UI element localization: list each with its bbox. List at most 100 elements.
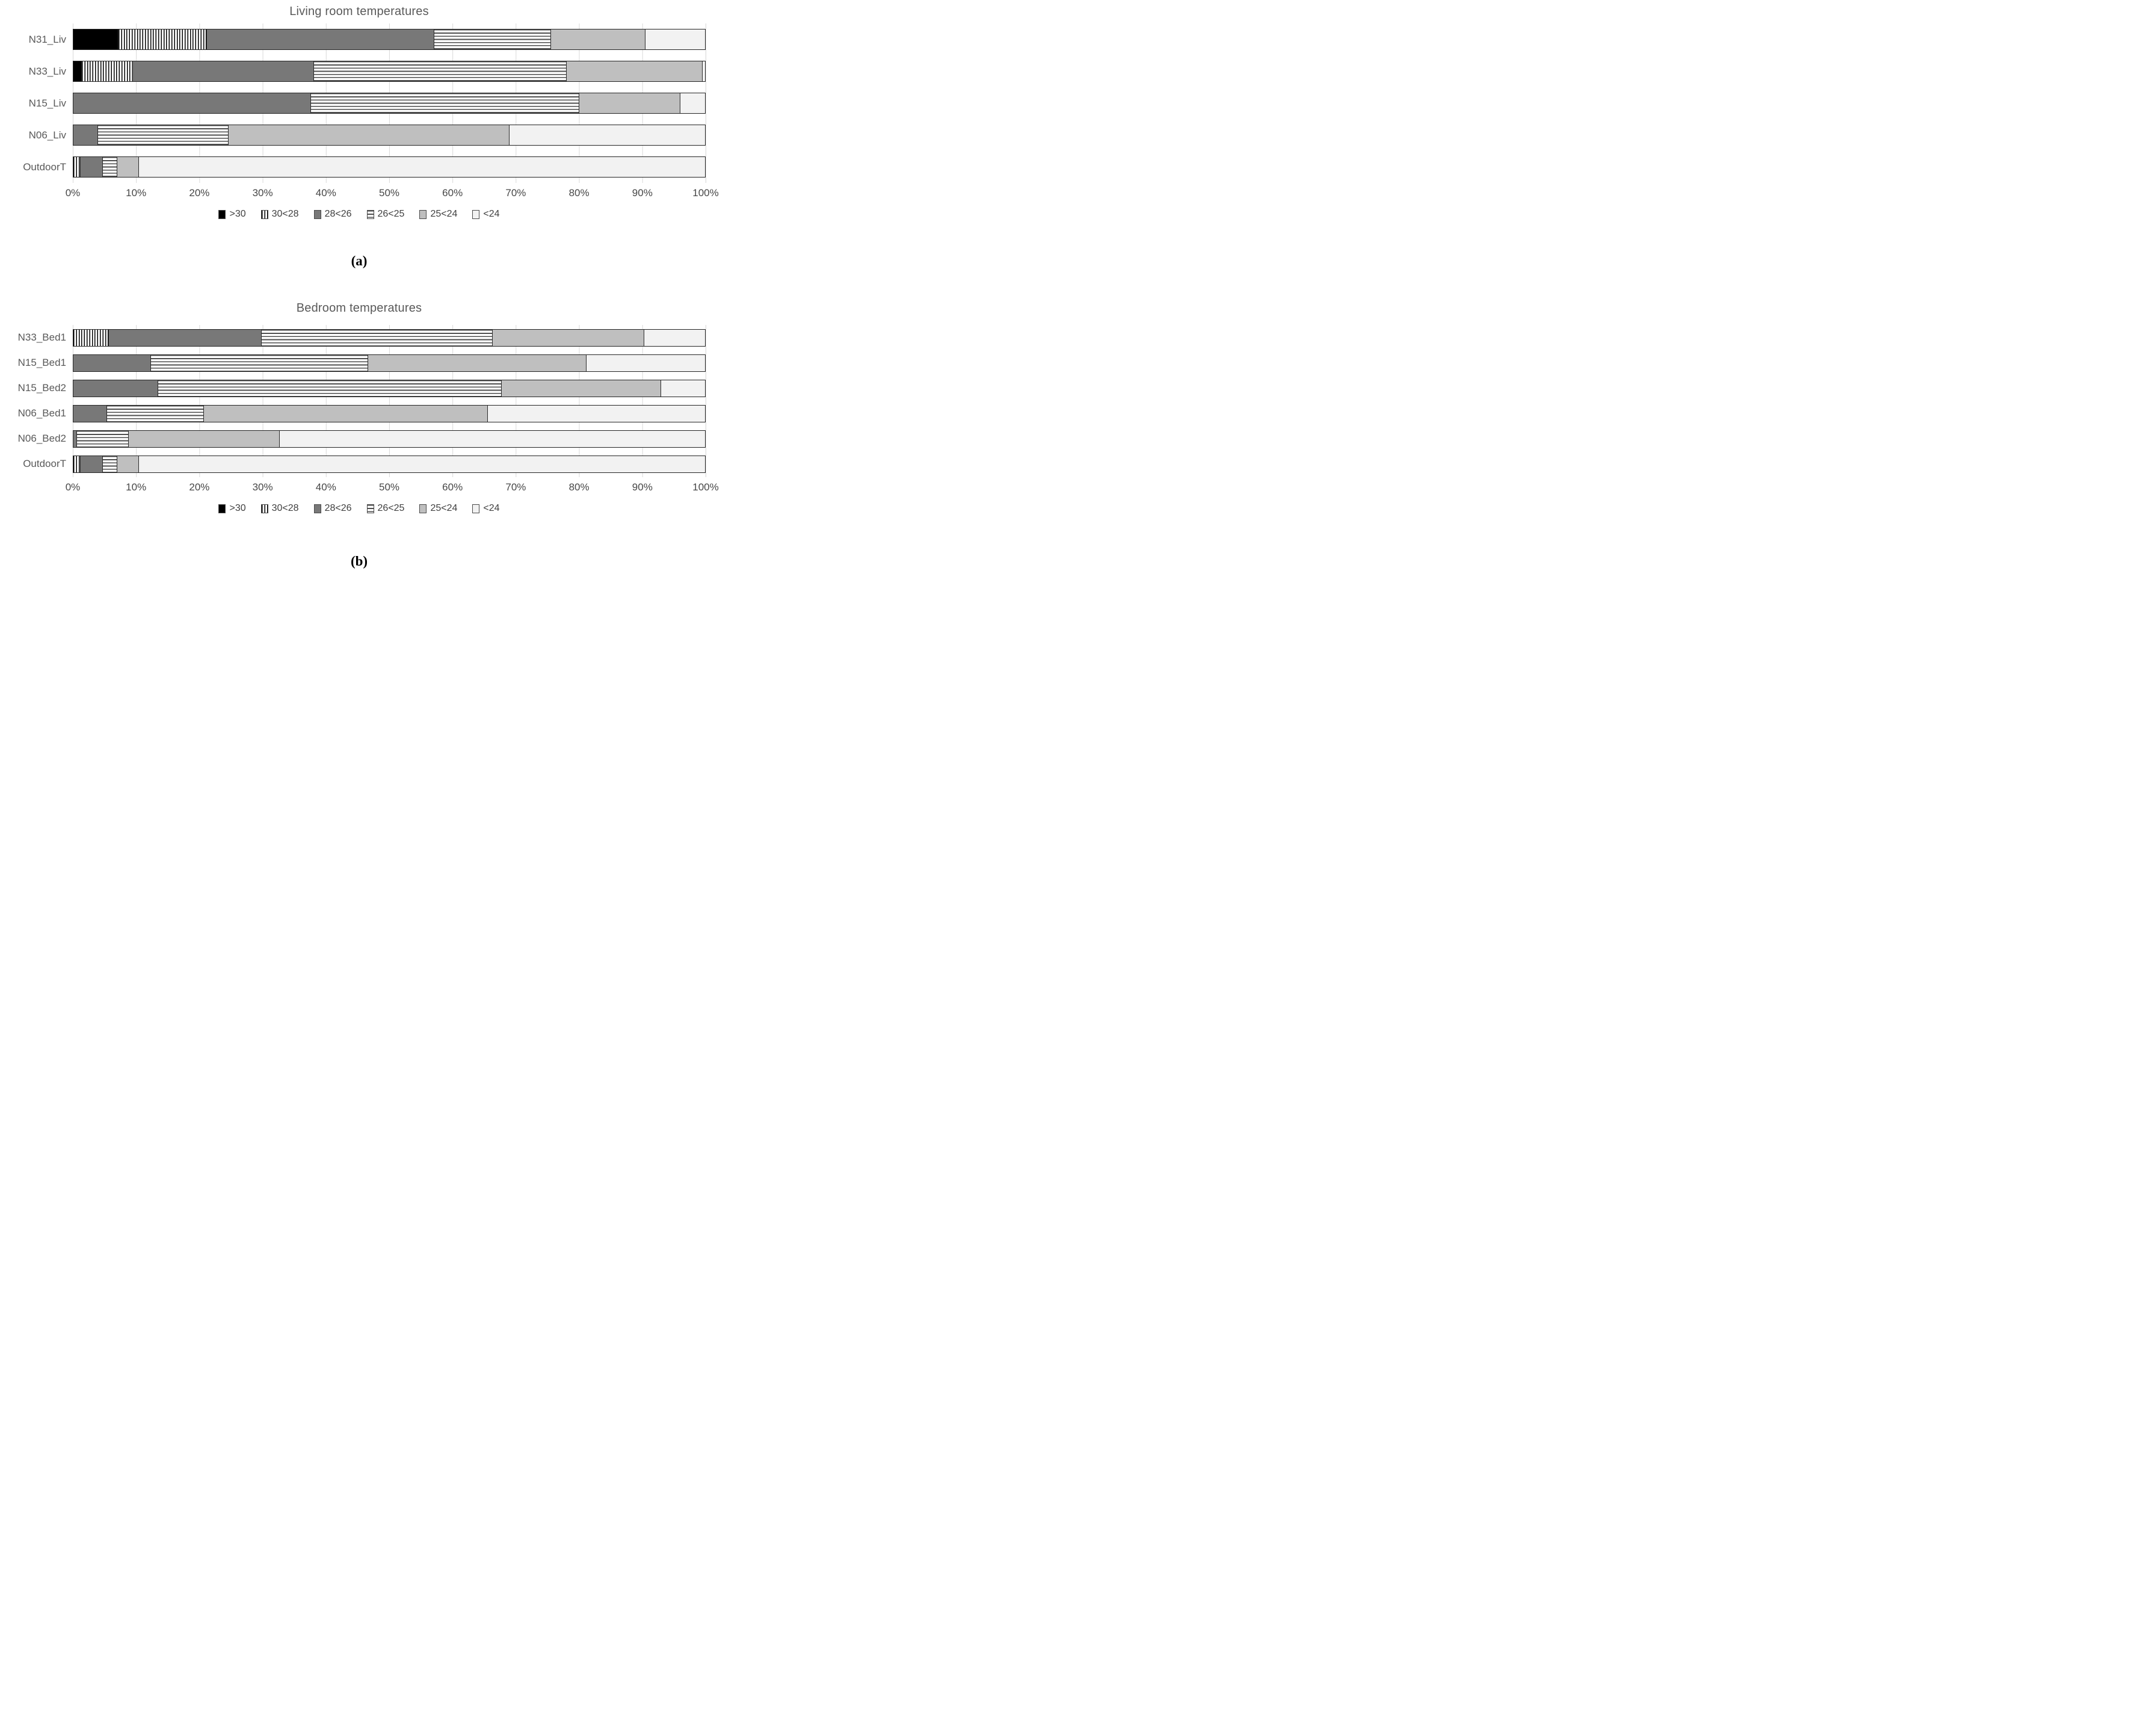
legend-label: 30<28 xyxy=(271,209,299,219)
legend-item: 26<25 xyxy=(366,503,404,514)
legend-item: 30<28 xyxy=(260,209,299,220)
bar-segment xyxy=(73,157,80,177)
tick-label: 20% xyxy=(189,187,210,199)
solid-black-swatch-icon xyxy=(218,209,226,219)
bar-segment xyxy=(150,354,368,371)
bar-segment xyxy=(117,456,139,472)
dark-gray-swatch-icon xyxy=(313,209,321,219)
bar-segment xyxy=(102,157,117,177)
tick-label: 20% xyxy=(189,481,210,493)
legend-label: 25<24 xyxy=(430,209,458,219)
bar-segment xyxy=(76,430,129,447)
stacked-bar xyxy=(73,29,706,50)
bar-segment xyxy=(73,29,118,49)
bar-segment xyxy=(565,61,702,81)
stacked-bar xyxy=(73,329,706,347)
tick-label: 70% xyxy=(505,187,526,199)
bar-row xyxy=(73,55,706,87)
tick-label: 40% xyxy=(315,187,336,199)
horizontal-stripes-swatch-icon xyxy=(366,209,374,219)
bar-segment xyxy=(585,354,705,371)
legend-item: 25<24 xyxy=(419,209,457,220)
plot-grid: N33_Bed1 N15_Bed1 N15_Bed2 N06_Bed1 N06_Bed2… xyxy=(0,325,718,477)
row-label: OutdoorT xyxy=(23,161,66,173)
legend: >30 30<28 28<26 26<25 25<24 <24 xyxy=(0,503,718,514)
bar-row xyxy=(73,426,706,451)
category-axis: N31_Liv N33_Liv N15_Liv N06_Liv OutdoorT xyxy=(0,23,73,183)
tick-label: 60% xyxy=(442,187,463,199)
plot-area xyxy=(73,23,706,183)
bar-segment xyxy=(73,405,106,422)
legend-label: <24 xyxy=(483,209,500,219)
bar-row xyxy=(73,23,706,55)
stacked-bar xyxy=(73,156,706,178)
bar-segment xyxy=(680,93,705,113)
tick-label: 100% xyxy=(692,187,719,199)
light-gray-swatch-icon xyxy=(472,504,480,513)
bar-segment xyxy=(132,61,313,81)
bar-segment xyxy=(157,380,501,397)
stacked-bar xyxy=(73,125,706,146)
tick-label: 30% xyxy=(252,481,273,493)
bar-segment xyxy=(73,430,77,447)
vertical-stripes-swatch-icon xyxy=(260,209,268,219)
legend-item: <24 xyxy=(472,209,500,220)
bar-segment xyxy=(73,329,108,346)
tick-label: 90% xyxy=(632,481,653,493)
plot-area xyxy=(73,325,706,477)
bar-row xyxy=(73,325,706,350)
stacked-bar xyxy=(73,93,706,114)
tick-label: 70% xyxy=(505,481,526,493)
tick-label: 30% xyxy=(252,187,273,199)
legend-label: <24 xyxy=(483,503,500,513)
bar-row xyxy=(73,87,706,119)
living-room-chart: Living room temperatures N31_Liv N33_Liv N… xyxy=(0,5,719,220)
bar-segment xyxy=(228,125,510,145)
tick-label: 100% xyxy=(692,481,719,493)
tick-label: 60% xyxy=(442,481,463,493)
legend-item: 28<26 xyxy=(313,503,352,514)
bar-segment xyxy=(73,61,81,81)
legend-item: 30<28 xyxy=(260,503,299,514)
bar-segment xyxy=(106,405,204,422)
caption-a: (a) xyxy=(351,253,368,268)
row-label: N33_Liv xyxy=(28,65,66,77)
legend-item: 28<26 xyxy=(313,209,352,220)
caption-b: (b) xyxy=(350,554,368,569)
tick-label: 90% xyxy=(632,187,653,199)
bar-segment xyxy=(128,430,280,447)
bar-segment xyxy=(260,329,493,346)
legend-item: >30 xyxy=(218,209,246,220)
bar-segment xyxy=(79,157,103,177)
stacked-bar xyxy=(73,379,706,397)
tick-label: 80% xyxy=(568,481,590,493)
stacked-bar xyxy=(73,404,706,422)
stacked-bar xyxy=(73,430,706,448)
medium-gray-swatch-icon xyxy=(419,504,427,513)
bar-segment xyxy=(579,93,680,113)
row-label: N06_Bed2 xyxy=(17,433,66,444)
bar-segment xyxy=(645,29,705,49)
bar-segment xyxy=(138,157,705,177)
row-label: N15_Liv xyxy=(28,97,66,109)
bar-segment xyxy=(313,61,566,81)
bar-row xyxy=(73,451,706,477)
x-axis: 0% 10% 20% 30% 40% 50% 60% 70% 80% 90% 100% xyxy=(66,187,719,200)
bar-row xyxy=(73,401,706,426)
legend-label: 28<26 xyxy=(324,503,352,513)
tick-label: 80% xyxy=(568,187,590,199)
bar-segment xyxy=(79,456,103,472)
bar-segment xyxy=(81,61,132,81)
tick-label: 50% xyxy=(378,481,400,493)
figure: Living room temperatures N31_Liv N33_Liv N… xyxy=(0,5,719,583)
bar-segment xyxy=(661,380,705,397)
row-label: OutdoorT xyxy=(23,458,66,469)
bar-row xyxy=(73,350,706,375)
x-axis: 0% 10% 20% 30% 40% 50% 60% 70% 80% 90% 100% xyxy=(66,481,719,495)
medium-gray-swatch-icon xyxy=(419,209,427,219)
bar-segment xyxy=(550,29,645,49)
bar-row xyxy=(73,151,706,183)
category-axis: N33_Bed1 N15_Bed1 N15_Bed2 N06_Bed1 N06_Bed2… xyxy=(0,325,73,477)
light-gray-swatch-icon xyxy=(472,209,480,219)
row-label: N06_Bed1 xyxy=(17,407,66,419)
